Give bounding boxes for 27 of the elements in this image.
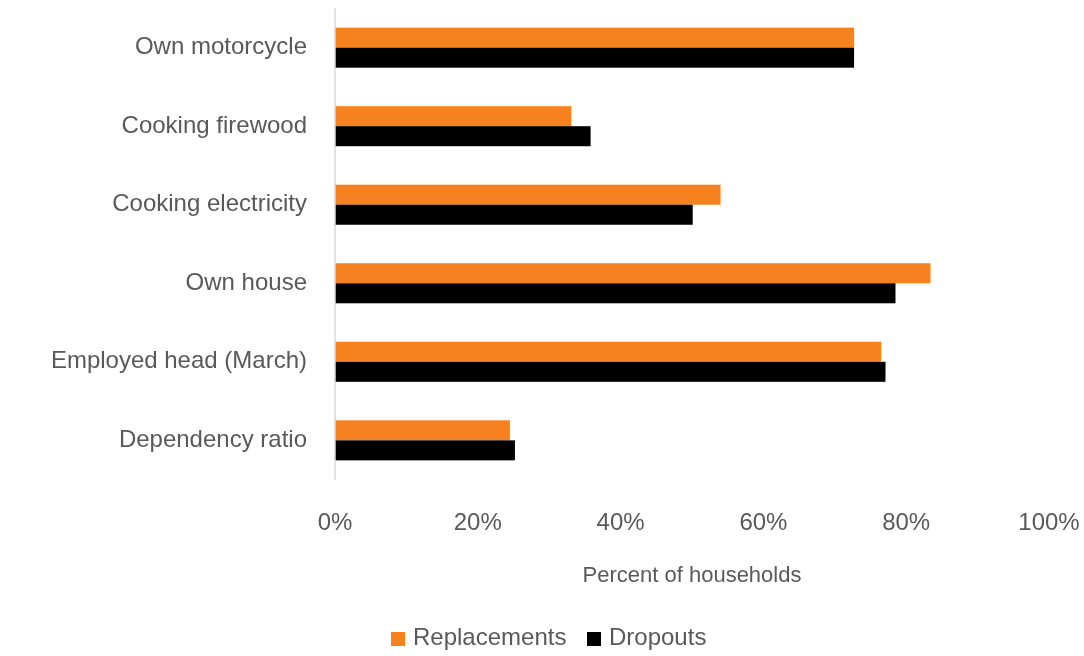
y-tick-label: Cooking firewood <box>121 110 307 138</box>
x-tick-label: 20% <box>453 508 502 535</box>
bar <box>335 341 882 362</box>
bar <box>335 204 693 225</box>
x-tick-label: 60% <box>739 508 788 535</box>
bar <box>335 283 896 304</box>
bar <box>335 263 931 284</box>
bar <box>335 126 591 147</box>
x-axis-title: Percent of households <box>582 562 802 587</box>
y-tick-label: Dependency ratio <box>118 424 307 452</box>
bar <box>335 420 510 441</box>
y-tick-label: Cooking electricity <box>112 189 307 217</box>
x-tick-label: 0% <box>317 508 353 535</box>
bar <box>335 47 855 68</box>
x-tick-label: 100% <box>1018 508 1080 535</box>
bar <box>335 440 515 461</box>
bar <box>335 184 721 205</box>
y-tick-label: Employed head (March) <box>50 346 307 374</box>
bar <box>335 27 855 48</box>
legend-label: Replacements <box>413 623 567 650</box>
bar <box>335 106 572 127</box>
y-tick-label: Own house <box>185 267 307 295</box>
x-tick-label: 80% <box>882 508 931 535</box>
bar <box>335 361 886 382</box>
legend-label: Dropouts <box>609 623 707 650</box>
y-tick-label: Own motorcycle <box>134 32 307 59</box>
x-tick-label: 40% <box>596 508 645 535</box>
